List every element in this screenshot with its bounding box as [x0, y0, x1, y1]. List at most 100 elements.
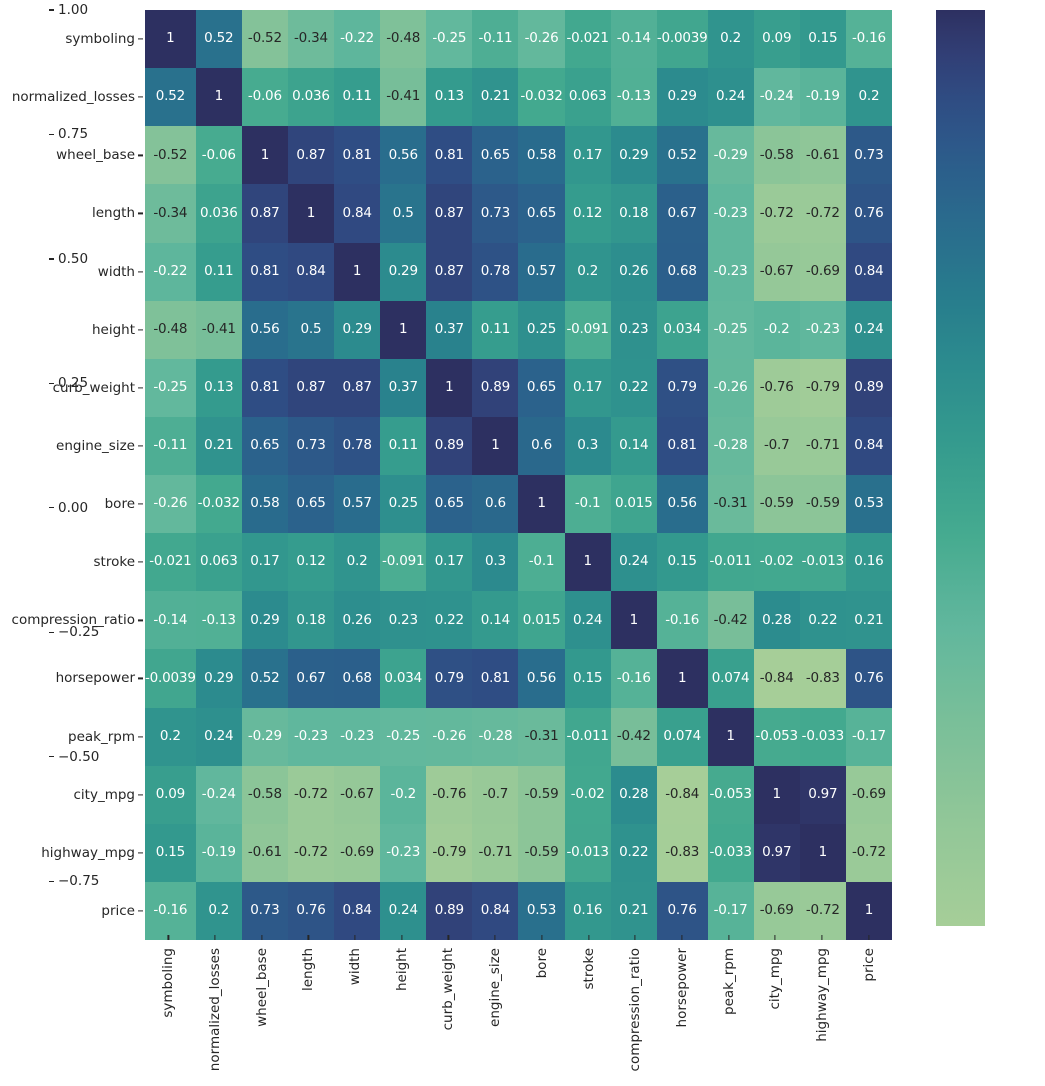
heatmap-cell-value: -0.61 — [805, 146, 840, 163]
heatmap-cell: 0.074 — [707, 649, 754, 708]
heatmap-cell: 0.2 — [845, 68, 892, 127]
colorbar-tick-label: 1.00 — [58, 2, 89, 18]
heatmap-cell: 0.25 — [380, 475, 427, 534]
x-axis-tick-bore: bore — [519, 935, 566, 1084]
y-axis-tick-stroke: stroke — [0, 533, 143, 591]
heatmap-cell-value: 0.37 — [388, 379, 418, 396]
heatmap-cell-value: 0.015 — [614, 495, 653, 512]
heatmap-cell-value: 0.2 — [346, 553, 368, 570]
heatmap-cell-value: -0.69 — [759, 902, 794, 919]
heatmap-cell: 0.73 — [472, 184, 519, 243]
heatmap-cell-value: 0.14 — [480, 611, 511, 628]
heatmap-cell-value: -0.24 — [759, 88, 794, 105]
y-axis-tick-label: city_mpg — [73, 786, 136, 803]
heatmap-cell: -0.76 — [426, 765, 473, 824]
colorbar-tick-label: −0.25 — [58, 624, 100, 641]
heatmap-cell-value: -0.011 — [709, 553, 752, 570]
heatmap-cell-value: 0.12 — [573, 204, 603, 221]
heatmap-cell: 0.84 — [334, 881, 381, 940]
heatmap-cell-value: -0.0039 — [656, 30, 708, 47]
heatmap-cell-value: -0.22 — [340, 30, 375, 47]
heatmap-cell-value: 0.6 — [531, 437, 552, 454]
heatmap-cell-value: -0.11 — [478, 30, 513, 47]
heatmap-cell-value: -0.1 — [528, 553, 555, 570]
x-axis-tick-stroke: stroke — [565, 935, 612, 1084]
heatmap-cell-value: 0.81 — [667, 437, 697, 454]
y-axis-tick-horsepower: horsepower — [0, 649, 143, 707]
heatmap-cell-value: -0.34 — [153, 204, 188, 221]
heatmap-cell: -0.72 — [845, 823, 892, 882]
heatmap-cell-value: 1 — [537, 495, 546, 512]
heatmap-cell: 0.65 — [518, 184, 565, 243]
heatmap-cell: 0.87 — [287, 358, 335, 417]
heatmap-cell: 0.84 — [845, 242, 892, 301]
y-axis-tick-wheel_base: wheel_base — [0, 126, 143, 184]
heatmap-cell-value: -0.42 — [713, 611, 748, 628]
heatmap-cell-value: -0.14 — [153, 611, 188, 628]
heatmap-cell: 0.73 — [241, 881, 288, 940]
heatmap-cell: 1 — [287, 184, 335, 243]
heatmap-cell-value: -0.033 — [709, 844, 752, 861]
heatmap-cell: -0.84 — [656, 765, 708, 824]
y-axis-tick-engine_size: engine_size — [0, 417, 143, 475]
heatmap-cell: 0.65 — [287, 475, 335, 534]
heatmap-cell: -0.41 — [380, 68, 427, 127]
heatmap-cell-value: -0.053 — [709, 785, 752, 802]
heatmap-cell: -0.021 — [145, 533, 196, 592]
heatmap-cell: -0.41 — [195, 300, 242, 359]
heatmap-cell-value: -0.26 — [713, 379, 748, 396]
heatmap-cell-value: -0.59 — [805, 495, 840, 512]
heatmap-cell: -0.61 — [799, 126, 846, 185]
heatmap-cell-value: 0.2 — [577, 262, 599, 279]
x-axis-tick-label: height — [393, 948, 410, 992]
heatmap-cell-value: -0.23 — [713, 204, 748, 221]
heatmap-cell: -0.67 — [334, 765, 381, 824]
heatmap-cell-value: 0.11 — [342, 88, 372, 105]
heatmap-cell: 0.09 — [753, 10, 800, 69]
heatmap-cell: 0.29 — [656, 68, 708, 127]
heatmap-cell: -0.26 — [145, 475, 196, 534]
heatmap-cell-value: 0.78 — [480, 262, 511, 279]
heatmap-cell-value: 0.5 — [300, 320, 322, 337]
heatmap-cell-value: -0.79 — [432, 844, 467, 861]
heatmap-cell-value: 0.87 — [342, 379, 372, 396]
heatmap-cell-value: -0.17 — [851, 727, 886, 744]
heatmap-cell: 0.73 — [287, 416, 335, 475]
heatmap-cell-value: 0.3 — [577, 437, 599, 454]
heatmap-cell-value: 1 — [677, 669, 687, 686]
heatmap-cell-value: 0.65 — [526, 379, 557, 396]
heatmap-cell: 0.29 — [334, 300, 381, 359]
heatmap-cell-value: -0.013 — [801, 553, 845, 570]
heatmap-cell-value: 0.15 — [573, 669, 603, 686]
heatmap-cell: -0.14 — [610, 10, 657, 69]
heatmap-cell: -0.34 — [145, 184, 196, 243]
y-axis-tick-mark — [138, 677, 143, 680]
heatmap-cell-value: -0.72 — [294, 844, 328, 861]
x-axis-tick-mark — [868, 935, 870, 940]
heatmap-cell-value: -0.032 — [197, 495, 241, 512]
colorbar-tick-label: 0.50 — [58, 250, 89, 267]
heatmap-cell-value: -0.25 — [153, 379, 188, 396]
colorbar-tick-mark — [49, 631, 54, 633]
heatmap-cell: -0.19 — [195, 823, 242, 882]
heatmap-cell-value: -0.19 — [805, 88, 840, 105]
heatmap-cell: 0.5 — [287, 300, 335, 359]
heatmap-cell-value: -0.71 — [478, 844, 513, 861]
heatmap-cell-value: -0.23 — [386, 844, 421, 861]
heatmap-cell-value: 0.036 — [199, 204, 238, 221]
heatmap-cell: 1 — [564, 533, 611, 592]
colorbar-tick-labels: 1.00 0.75 0.50 0.25 0.00 −0.25 −0.50 −0.75 — [49, 2, 109, 926]
heatmap-cell-value: -0.021 — [149, 553, 192, 570]
heatmap-cell-value: 0.84 — [854, 437, 884, 454]
heatmap-cell-value: 0.29 — [204, 669, 234, 686]
heatmap-cell-value: -0.021 — [566, 30, 610, 47]
heatmap-cell-value: 0.97 — [808, 785, 838, 802]
heatmap-cell: 0.81 — [472, 649, 519, 708]
heatmap-cell-value: 0.24 — [573, 611, 603, 628]
heatmap-cell-value: 0.52 — [667, 146, 697, 163]
x-axis-tick-compression_ratio: compression_ratio — [612, 935, 659, 1084]
colorbar-tick: 1.00 — [49, 2, 88, 18]
heatmap-cell: 0.22 — [426, 591, 473, 650]
heatmap-cell-value: -0.31 — [713, 495, 748, 512]
heatmap-cell-value: 0.14 — [619, 437, 649, 454]
